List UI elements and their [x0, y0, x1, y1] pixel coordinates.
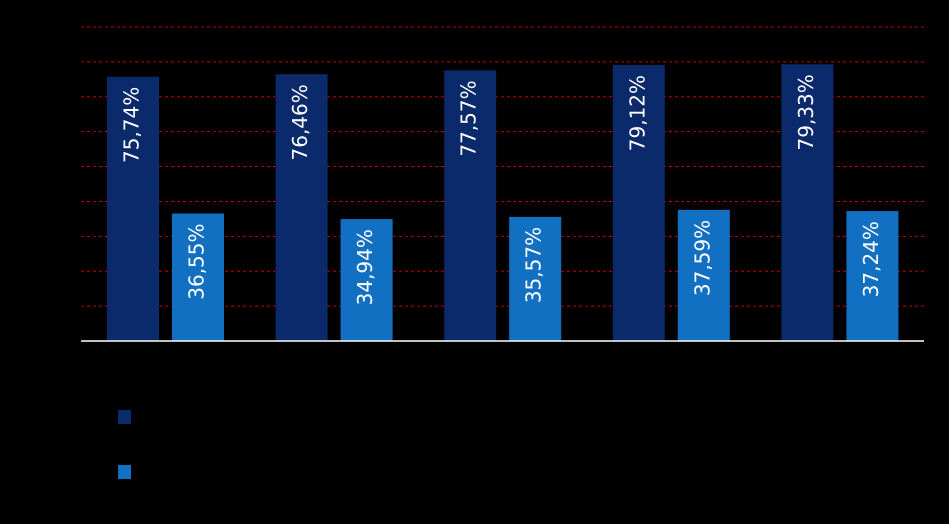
- bar: [275, 74, 328, 341]
- value-label: 79,33%: [794, 74, 818, 150]
- bar: [340, 219, 393, 341]
- value-label: 76,46%: [288, 84, 312, 160]
- value-label: 34,94%: [353, 229, 377, 305]
- bar: [781, 64, 834, 342]
- value-label: 35,57%: [522, 227, 546, 303]
- bar: [509, 216, 562, 341]
- bar: [444, 70, 497, 342]
- value-label: 37,59%: [690, 220, 714, 296]
- bar: [677, 209, 730, 341]
- value-label: 75,74%: [120, 87, 144, 163]
- value-label: 37,24%: [859, 221, 883, 297]
- bar: [846, 211, 899, 341]
- value-label: 77,57%: [457, 80, 481, 156]
- bar: [107, 76, 159, 341]
- bar: [612, 64, 665, 342]
- legend-marker: [118, 410, 131, 424]
- legend-marker: [118, 465, 131, 479]
- bar: [172, 213, 224, 341]
- value-label: 36,55%: [185, 223, 209, 299]
- value-label: 79,12%: [625, 75, 649, 151]
